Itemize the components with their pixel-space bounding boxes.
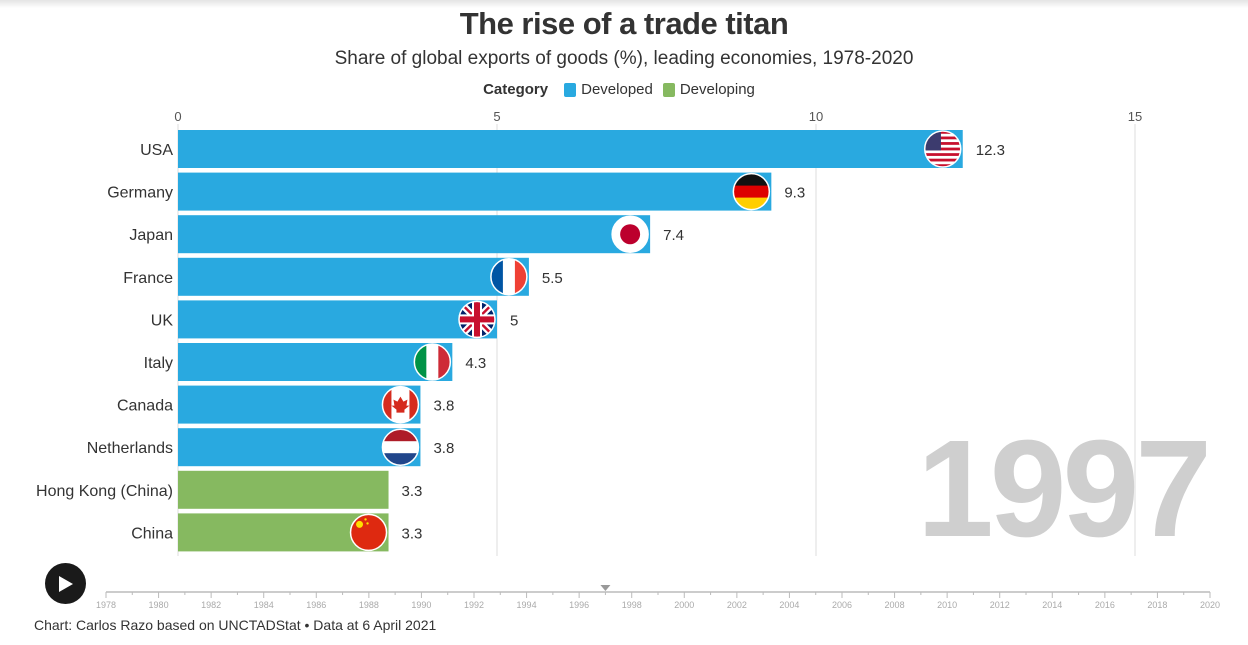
bar[interactable] <box>178 428 421 467</box>
timeline-year-label: 1996 <box>569 600 589 610</box>
timeline-year-label: 1992 <box>464 600 484 610</box>
play-button[interactable] <box>45 563 86 604</box>
timeline-year-label: 1990 <box>411 600 431 610</box>
value-label: 3.3 <box>402 483 423 500</box>
italy-flag-icon <box>413 343 452 381</box>
bar-row: China 3.3 <box>131 513 423 552</box>
value-label: 3.8 <box>433 398 454 415</box>
timeline-year-label: 2012 <box>990 600 1010 610</box>
value-label: 12.3 <box>976 142 1005 159</box>
netherlands-flag-icon <box>381 428 420 466</box>
timeline-year-label: 2008 <box>885 600 905 610</box>
timeline-year-label: 1984 <box>254 600 274 610</box>
bar-row: Netherlands 3.8 <box>87 428 454 467</box>
timeline-year-label: 2004 <box>779 600 799 610</box>
bar-chart: 0 5 10 15 USA 12.3 Germany 9.3 Japan 7.4 France 5.5… <box>36 109 1142 556</box>
timeline-year-label: 2002 <box>727 600 747 610</box>
chart-title: The rise of a trade titan <box>459 6 789 41</box>
category-label: China <box>131 525 173 542</box>
bar[interactable] <box>178 385 421 424</box>
legend-label-developed: Developed <box>581 81 653 98</box>
legend-title: Category <box>483 81 549 98</box>
bar[interactable] <box>178 257 529 296</box>
category-label: Canada <box>117 398 173 415</box>
japan-flag-icon <box>611 215 649 253</box>
timeline-year-label: 2020 <box>1200 600 1220 610</box>
timeline-year-label: 1994 <box>517 600 537 610</box>
timeline-year-label: 2000 <box>674 600 694 610</box>
value-label: 3.3 <box>402 525 423 542</box>
bar-row: Italy 4.3 <box>144 343 486 381</box>
category-label: USA <box>140 142 173 159</box>
value-label: 9.3 <box>784 185 805 202</box>
value-label: 5 <box>510 312 518 329</box>
bar[interactable] <box>178 130 963 168</box>
timeline-year-label: 2018 <box>1147 600 1167 610</box>
bar[interactable] <box>178 300 497 339</box>
bar-row: USA 12.3 <box>140 130 1005 168</box>
category-label: Italy <box>144 355 173 372</box>
timeline-year-label: 1982 <box>201 600 221 610</box>
play-icon <box>58 575 73 592</box>
category-label: Germany <box>107 185 173 202</box>
timeline-year-label: 2014 <box>1042 600 1062 610</box>
x-tick-label: 5 <box>493 109 500 124</box>
chart-subtitle: Share of global exports of goods (%), le… <box>334 48 914 69</box>
timeline-year-label: 1988 <box>359 600 379 610</box>
x-tick-label: 0 <box>174 109 181 124</box>
bar-row: Japan 7.4 <box>129 215 684 254</box>
value-label: 4.3 <box>465 355 486 372</box>
bar-row: France 5.5 <box>123 257 563 296</box>
bar-row: Hong Kong (China) 3.3 <box>36 470 423 509</box>
timeline-year-label: 2006 <box>832 600 852 610</box>
category-label: Netherlands <box>87 440 173 457</box>
timeline-slider[interactable]: 1978 1980 1982 1984 1986 1988 1990 1992 1994 1996… <box>0 580 1248 614</box>
china-flag-icon <box>349 513 388 552</box>
category-label: France <box>123 270 173 287</box>
value-label: 5.5 <box>542 270 563 287</box>
legend-label-developing: Developing <box>679 81 755 98</box>
canada-flag-icon <box>381 385 420 424</box>
bar-row: UK 5 <box>151 300 518 339</box>
x-tick-label: 10 <box>809 109 823 124</box>
current-year-label: 1997 <box>917 412 1212 566</box>
timeline-handle[interactable] <box>600 585 611 591</box>
top-shadow <box>0 0 1248 8</box>
bar[interactable] <box>178 470 389 509</box>
bar-row: Canada 3.8 <box>117 385 454 424</box>
bar[interactable] <box>178 215 651 254</box>
usa-flag-icon <box>923 130 962 168</box>
category-label: Japan <box>129 227 173 244</box>
timeline-year-label: 1986 <box>306 600 326 610</box>
legend-swatch-developing <box>662 82 675 97</box>
timeline-year-label: 2010 <box>937 600 957 610</box>
value-label: 3.8 <box>433 440 454 457</box>
bar[interactable] <box>178 172 772 211</box>
legend-swatch-developed <box>564 82 577 97</box>
bar-row: Germany 9.3 <box>107 172 805 211</box>
category-label: UK <box>151 312 174 329</box>
category-label: Hong Kong (China) <box>36 483 173 500</box>
germany-flag-icon <box>732 172 771 211</box>
uk-flag-icon <box>458 300 496 339</box>
timeline-year-label: 1978 <box>96 600 116 610</box>
timeline-year-label: 1998 <box>622 600 642 610</box>
france-flag-icon <box>490 258 528 296</box>
x-tick-label: 15 <box>1128 109 1142 124</box>
source-credit: Chart: Carlos Razo based on UNCTADStat •… <box>34 617 437 633</box>
legend: Category Developed Developing <box>0 81 1248 98</box>
timeline-year-label: 1980 <box>149 600 169 610</box>
timeline-year-label: 2016 <box>1095 600 1115 610</box>
legend-item-developing[interactable]: Developing <box>662 81 755 98</box>
legend-item-developed[interactable]: Developed <box>564 81 653 98</box>
value-label: 7.4 <box>663 227 684 244</box>
bar[interactable] <box>178 343 453 381</box>
